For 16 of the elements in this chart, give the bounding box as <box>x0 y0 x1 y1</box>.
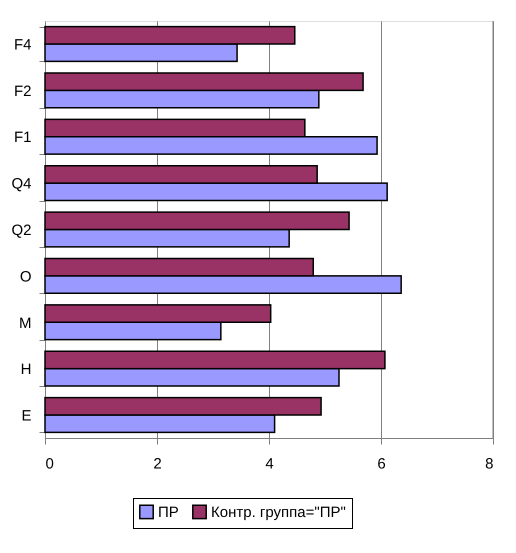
y-tick-label: E <box>21 408 32 425</box>
y-tick-label: M <box>19 314 32 332</box>
x-tick-label: 4 <box>265 456 274 472</box>
y-tick-label: F4 <box>14 36 32 54</box>
x-tick-label: 6 <box>377 456 386 472</box>
legend-label: ПР <box>158 504 179 521</box>
x-tick-label: 0 <box>46 456 54 472</box>
y-tick-label: Q4 <box>11 176 32 193</box>
y-tick-label: H <box>20 361 32 378</box>
y-tick-label: Q2 <box>11 222 32 239</box>
y-tick-label: F1 <box>14 129 32 146</box>
legend-label: Контр. группа="ПР" <box>211 504 346 521</box>
y-tick-label: F2 <box>14 82 32 100</box>
x-tick-label: 8 <box>485 456 494 472</box>
x-tick-label: 2 <box>153 456 162 472</box>
y-tick-label: O <box>20 268 32 286</box>
